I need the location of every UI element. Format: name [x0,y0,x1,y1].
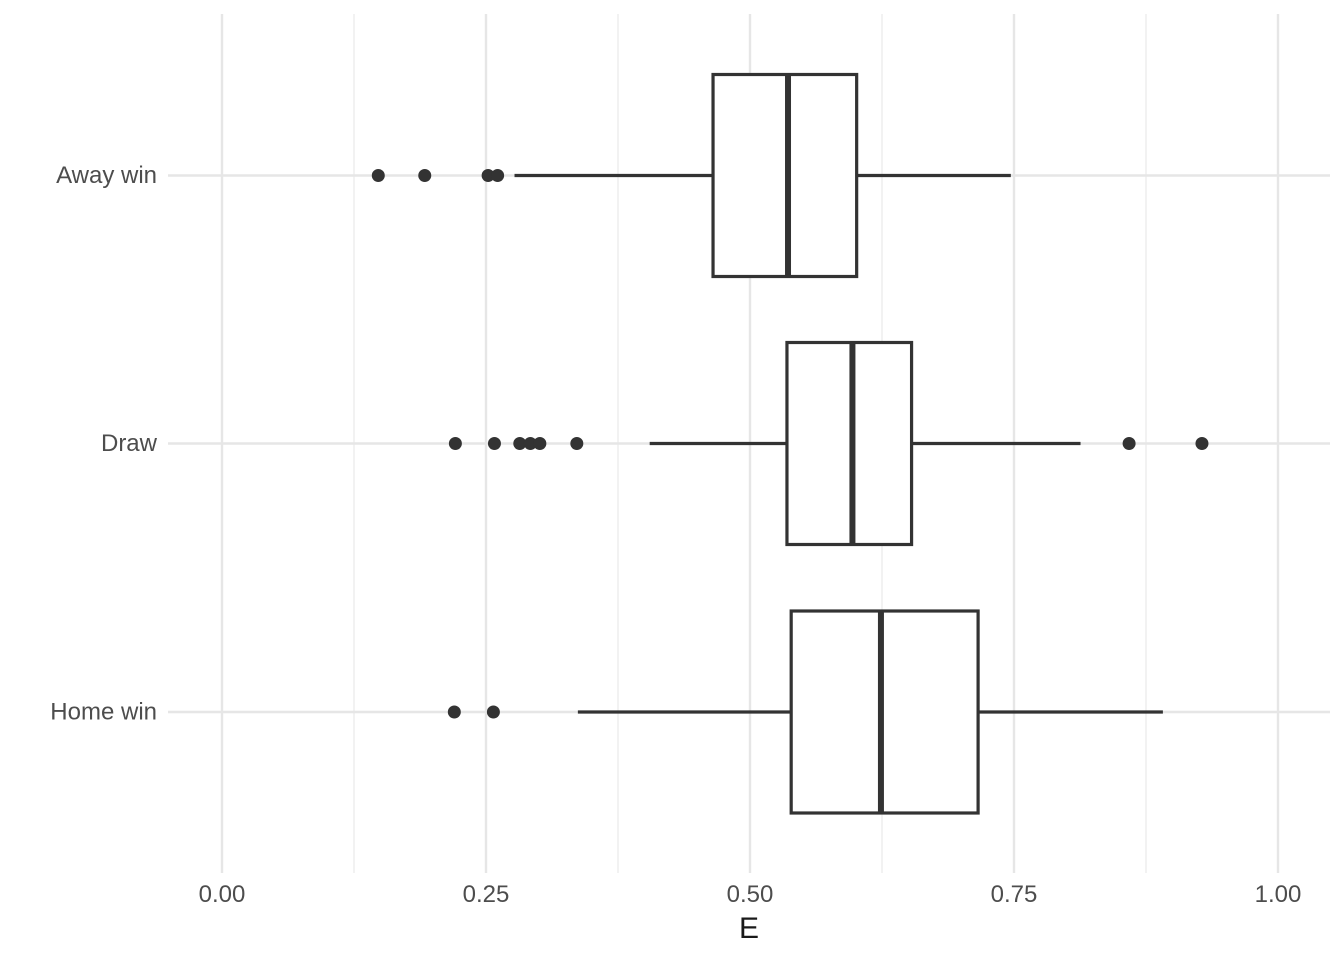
axis-layer: E Away win Draw Home win 0.00 0.25 0.50 0.75 1.… [50,162,1301,945]
outlier-point [523,437,537,450]
outlier-point [491,169,505,182]
outlier-point [533,437,547,450]
x-tick-label: 1.00 [1255,881,1302,908]
x-tick-label: 0.50 [727,881,774,908]
outlier-point [418,169,432,182]
outlier-point [481,169,495,182]
boxplot-home-win [447,609,1163,815]
outlier-point [513,437,527,450]
y-axis-label: Home win [50,699,157,726]
x-tick-label: 0.75 [991,881,1038,908]
iqr-box [785,340,914,547]
outlier-point [486,705,500,719]
plot-layer [371,72,1209,815]
iqr-box [789,609,980,815]
boxplot-draw [448,340,1209,547]
y-axis-label: Away win [56,162,157,189]
iqr-box [711,72,859,279]
outlier-point [1122,437,1136,450]
outlier-point [487,437,501,450]
outlier-point [1195,437,1209,450]
outlier-point [448,437,462,450]
x-tick-label: 0.25 [463,881,510,908]
x-axis-title: E [739,912,759,945]
y-axis-label: Draw [101,430,158,457]
x-tick-label: 0.00 [199,881,246,908]
outlier-point [570,437,584,450]
outlier-point [371,169,385,182]
outlier-point [447,705,461,719]
boxplot-away-win [371,72,1011,279]
